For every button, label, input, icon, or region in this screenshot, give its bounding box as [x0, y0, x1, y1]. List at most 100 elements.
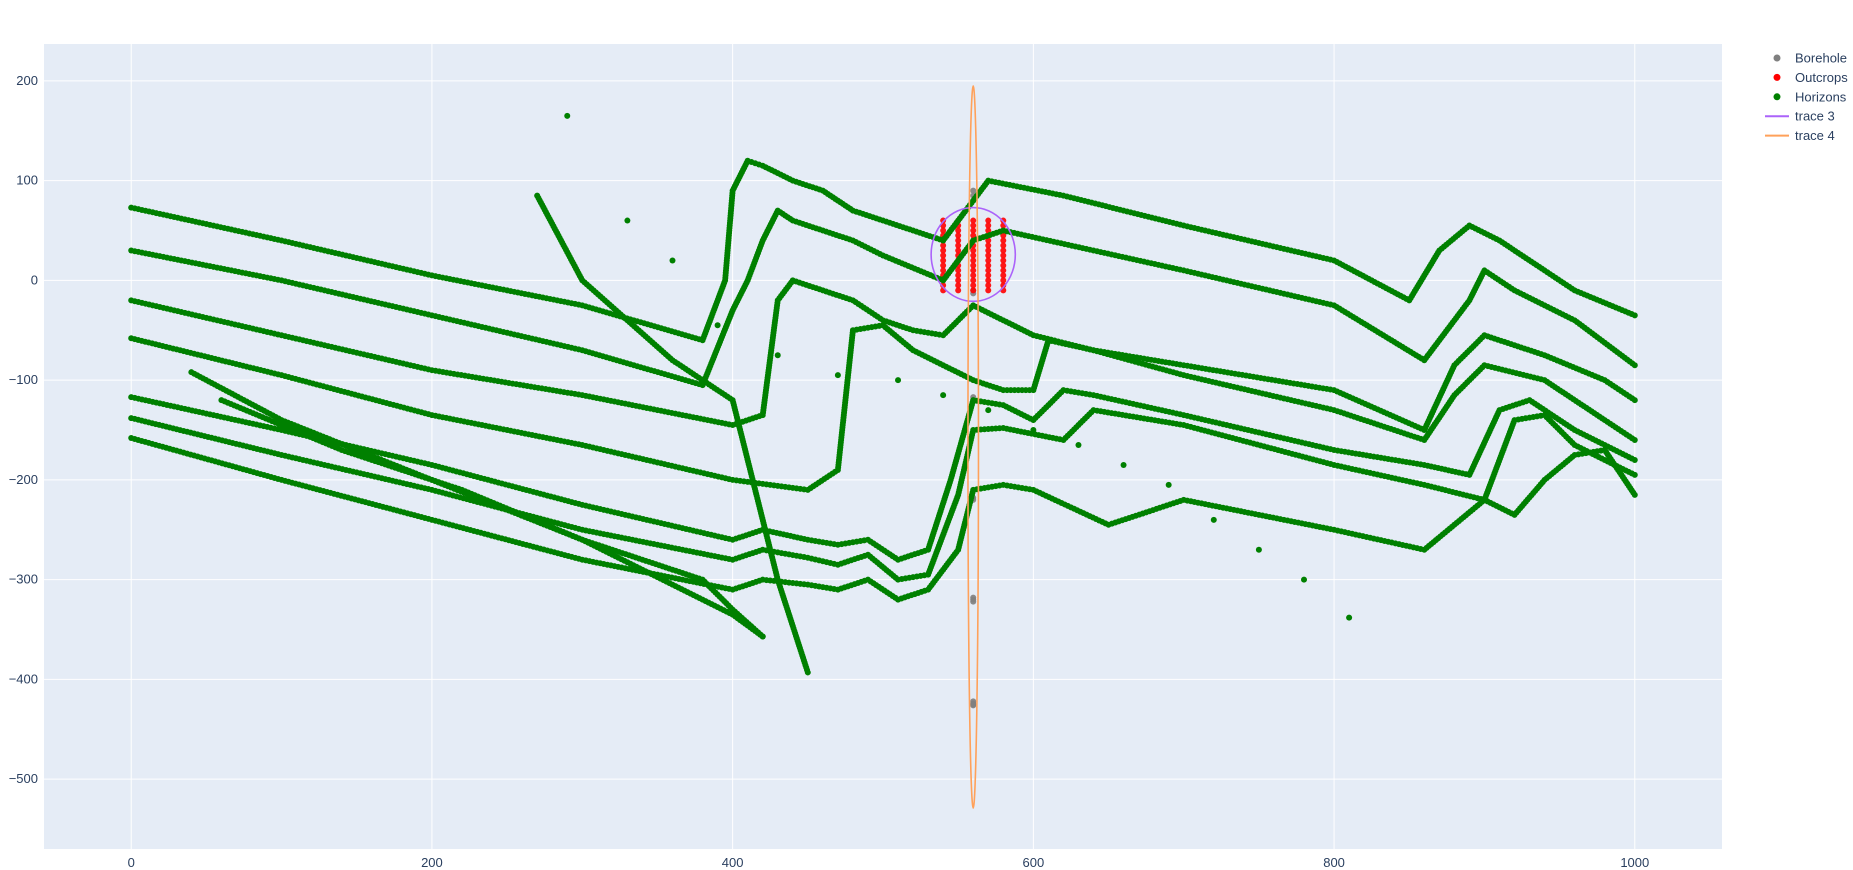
outcrops-point: [940, 257, 947, 264]
outcrops-point: [955, 282, 962, 289]
outcrops-point: [955, 227, 962, 234]
series-trace-3: [930, 206, 1017, 303]
legend-marker-icon: [1773, 73, 1781, 81]
horizon-point: [669, 257, 676, 264]
legend-label: Borehole: [1795, 51, 1847, 66]
outcrops-point: [970, 252, 977, 259]
y-tick-label: −100: [9, 372, 38, 387]
y-tick-label: −300: [9, 572, 38, 587]
y-tick-label: −400: [9, 671, 38, 686]
outcrops-point: [1000, 277, 1007, 284]
horizon-point: [1165, 481, 1172, 488]
horizon-point: [1210, 516, 1217, 523]
horizon-point: [804, 669, 811, 676]
horizon-point: [1631, 437, 1638, 444]
outcrops-point: [1000, 257, 1007, 264]
horizon-point: [895, 377, 902, 384]
outcrops-point: [970, 282, 977, 289]
horizon-point: [774, 352, 781, 359]
outcrops-point: [955, 287, 962, 294]
horizon-point: [940, 392, 947, 399]
x-tick-label: 600: [1023, 855, 1045, 870]
horizon-point: [759, 633, 766, 640]
horizon-point: [714, 322, 721, 329]
horizon-point: [1631, 362, 1638, 369]
horizon-point: [624, 217, 631, 224]
outcrops-point: [970, 222, 977, 229]
outcrops-point: [970, 272, 977, 279]
outcrops-point: [940, 267, 947, 274]
legend-label: trace 4: [1795, 128, 1835, 143]
outcrops-point: [1000, 232, 1007, 239]
outcrops-point: [1000, 282, 1007, 289]
outcrops-point: [1000, 262, 1007, 269]
legend-item-horizons[interactable]: Horizons: [1773, 89, 1847, 104]
tick-labels: 0 200 400 600 800 1000 −500 −400 −300 −200 −100 0 10…: [9, 73, 1650, 870]
outcrops-point: [1000, 267, 1007, 274]
borehole-point: [970, 187, 977, 194]
legend[interactable]: Borehole Outcrops Horizons trace 3 trace 4: [1765, 51, 1848, 144]
horizon-point: [1631, 456, 1638, 463]
outcrops-point: [985, 287, 992, 294]
horizon-point: [1631, 471, 1638, 478]
legend-item-trace-4[interactable]: trace 4: [1765, 128, 1835, 143]
legend-label: Outcrops: [1795, 70, 1848, 85]
plot-background: [44, 44, 1722, 849]
outcrops-point: [955, 277, 962, 284]
x-tick-label: 200: [421, 855, 443, 870]
outcrops-point: [970, 277, 977, 284]
outcrops-point: [940, 262, 947, 269]
horizon-point: [564, 112, 571, 119]
horizon-point: [1120, 461, 1127, 468]
grid-lines: [44, 44, 1722, 849]
y-tick-label: −500: [9, 771, 38, 786]
outcrops-point: [970, 247, 977, 254]
horizon-point: [1631, 312, 1638, 319]
x-tick-label: 1000: [1620, 855, 1649, 870]
outcrops-point: [955, 242, 962, 249]
outcrops-point: [985, 282, 992, 289]
y-tick-label: 200: [16, 73, 38, 88]
outcrops-point: [985, 242, 992, 249]
y-tick-label: 0: [31, 272, 38, 287]
outcrops-point: [1000, 242, 1007, 249]
legend-item-borehole[interactable]: Borehole: [1773, 51, 1848, 66]
outcrops-point: [955, 232, 962, 239]
outcrops-point: [970, 217, 977, 224]
horizon-point: [985, 407, 992, 414]
legend-marker-icon: [1773, 54, 1781, 62]
outcrops-point: [985, 272, 992, 279]
outcrops-point: [985, 252, 992, 259]
horizon-point: [1631, 491, 1638, 498]
x-tick-label: 400: [722, 855, 744, 870]
chart-traces: [128, 85, 1638, 809]
borehole-point: [970, 701, 977, 708]
outcrops-point: [940, 282, 947, 289]
y-tick-label: 100: [16, 173, 38, 188]
legend-item-trace-3[interactable]: trace 3: [1765, 109, 1835, 124]
outcrops-point: [955, 272, 962, 279]
outcrops-point: [985, 267, 992, 274]
legend-item-outcrops[interactable]: Outcrops: [1773, 70, 1849, 85]
legend-label: Horizons: [1795, 89, 1847, 104]
outcrops-point: [985, 247, 992, 254]
outcrops-point: [970, 267, 977, 274]
horizon-point: [834, 372, 841, 379]
outcrops-point: [940, 227, 947, 234]
outcrops-point: [970, 227, 977, 234]
outcrops-point: [955, 247, 962, 254]
outcrops-point: [955, 267, 962, 274]
outcrops-point: [955, 237, 962, 244]
outcrops-point: [985, 217, 992, 224]
outcrops-point: [970, 262, 977, 269]
series-horizons: [128, 112, 1638, 676]
horizon-point: [1075, 442, 1082, 449]
x-tick-label: 800: [1323, 855, 1345, 870]
outcrops-point: [940, 247, 947, 254]
horizon-point: [1030, 427, 1037, 434]
outcrops-point: [985, 262, 992, 269]
legend-marker-icon: [1773, 93, 1781, 101]
ellipse-line: [930, 206, 1017, 303]
legend-label: trace 3: [1795, 109, 1835, 124]
